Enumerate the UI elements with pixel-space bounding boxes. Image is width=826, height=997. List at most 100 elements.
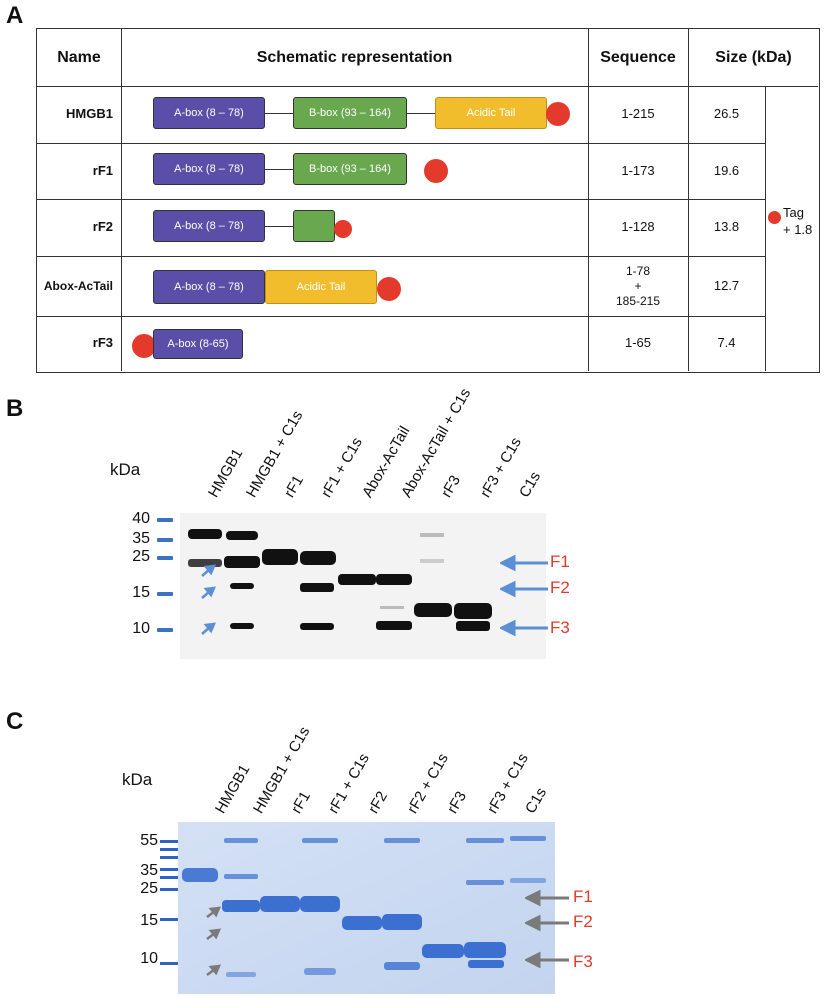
gel-b-marker-15: 15	[132, 584, 150, 601]
western-blot-gel	[180, 513, 546, 659]
band	[384, 962, 420, 970]
gel-b-lane-label: HMGB1	[205, 445, 247, 501]
row-sequence-hmgb1: 1-215	[621, 106, 655, 122]
actail-tail: Acidic Tail	[265, 270, 377, 304]
band	[338, 574, 376, 585]
gel-c-marker-55: 55	[140, 832, 158, 849]
band	[262, 549, 298, 565]
band	[230, 623, 254, 629]
header-sequence: Sequence	[600, 48, 676, 66]
band	[454, 603, 492, 619]
rf3-abox: A-box (8-65)	[153, 329, 243, 359]
ladder-band	[160, 888, 178, 891]
gel-c-f3: F3	[573, 952, 593, 971]
rf1-bbox: B-box (93 – 164)	[293, 153, 407, 185]
gel-c-lane-label: rF3	[444, 788, 470, 817]
band	[188, 529, 222, 539]
band	[224, 874, 258, 879]
coomassie-gel	[160, 822, 555, 994]
ladder-band	[160, 918, 178, 921]
gel-b-f2: F2	[550, 578, 570, 597]
gel-b-fragment-arrows	[500, 554, 548, 637]
gel-c-lane-label: rF1	[288, 788, 314, 817]
band	[302, 838, 338, 843]
ladder-band	[160, 840, 178, 843]
gel-b-marker-tick	[157, 538, 173, 542]
panel-c-label: C	[6, 708, 24, 735]
gel-b-kda-label: kDa	[110, 460, 141, 479]
faint-band	[380, 606, 404, 609]
band	[230, 583, 254, 589]
tag-note-line2: + 1.8	[783, 221, 813, 237]
row-name-rf3: rF3	[92, 335, 113, 351]
tag-note: Tag + 1.8	[783, 205, 812, 239]
rf2-abox: A-box (8 – 78)	[153, 210, 265, 242]
row-size-rf1: 19.6	[713, 162, 740, 178]
band	[300, 551, 336, 565]
row-size-hmgb1: 26.5	[713, 106, 740, 122]
tag-dot	[768, 211, 781, 224]
gel-c-lane-label: HMGB1	[212, 761, 254, 817]
gel-c-lane-label: rF2	[365, 788, 391, 817]
row-name-hmgb1: HMGB1	[66, 106, 113, 122]
gel-b-marker-25: 25	[132, 548, 150, 565]
actail-tag	[377, 277, 401, 301]
gel-c-kda-label: kDa	[122, 770, 153, 789]
sequence-line: 185-215	[615, 293, 661, 308]
gel-c-marker-10: 10	[140, 950, 158, 967]
actail-abox: A-box (8 – 78)	[153, 270, 265, 304]
gel-b-marker-tick	[157, 556, 173, 560]
hmgb1-abox: A-box (8 – 78)	[153, 97, 265, 129]
ladder-band	[160, 848, 178, 851]
sequence-line: 1-78	[625, 263, 651, 278]
hmgb1-bbox: B-box (93 – 164)	[293, 97, 407, 129]
gel-c-fragment-arrows	[525, 889, 569, 968]
header-name: Name	[57, 48, 101, 66]
band	[222, 900, 260, 912]
gel-c-marker-15: 15	[140, 912, 158, 929]
gel-b-marker-40: 40	[132, 510, 150, 527]
gel-c-small-arrows	[206, 906, 222, 976]
gel-b-marker-tick	[157, 628, 173, 632]
row-sequence-rf1: 1-173	[621, 162, 655, 178]
row-name-abox-actail: Abox-AcTail	[43, 278, 113, 293]
row-size-abox-actail: 12.7	[713, 277, 740, 293]
gel-c-lane-label: C1s	[522, 784, 551, 817]
band	[304, 968, 336, 975]
gel-b-marker-35: 35	[132, 530, 150, 547]
band	[464, 942, 506, 958]
gel-b-lane-label: rF3	[438, 472, 464, 501]
gel-b-f1: F1	[550, 552, 570, 571]
gel-c-marker-25: 25	[140, 880, 158, 897]
band	[456, 621, 490, 631]
construct-table: Name Schematic representation Sequence S…	[36, 28, 820, 373]
rf3-tag	[132, 334, 156, 358]
band	[300, 623, 334, 630]
sequence-line: +	[634, 278, 642, 293]
hmgb1-tail: Acidic Tail	[435, 97, 547, 129]
band	[226, 531, 258, 540]
header-size: Size (kDa)	[715, 48, 792, 66]
rf2-bbox-partial	[293, 210, 335, 242]
header-schematic: Schematic representation	[256, 48, 453, 66]
band	[300, 896, 340, 912]
band	[422, 944, 464, 958]
gel-b-marker-10: 10	[132, 620, 150, 637]
band	[414, 603, 452, 617]
hmgb1-tag	[546, 102, 570, 126]
band	[376, 621, 412, 630]
tag-note-line1: Tag	[783, 205, 804, 220]
row-size-rf3: 7.4	[717, 335, 736, 351]
faint-band	[420, 533, 444, 537]
gel-b-lane-label: rF1	[281, 472, 307, 501]
gel-b-marker-tick	[157, 592, 173, 596]
band	[224, 556, 260, 568]
band	[384, 838, 420, 843]
band	[510, 878, 546, 883]
row-sequence-rf3: 1-65	[624, 335, 652, 351]
row-name-rf2: rF2	[92, 219, 113, 235]
rf1-abox: A-box (8 – 78)	[153, 153, 265, 185]
band	[226, 972, 256, 977]
panel-b-label: B	[6, 395, 24, 422]
band	[300, 583, 334, 592]
